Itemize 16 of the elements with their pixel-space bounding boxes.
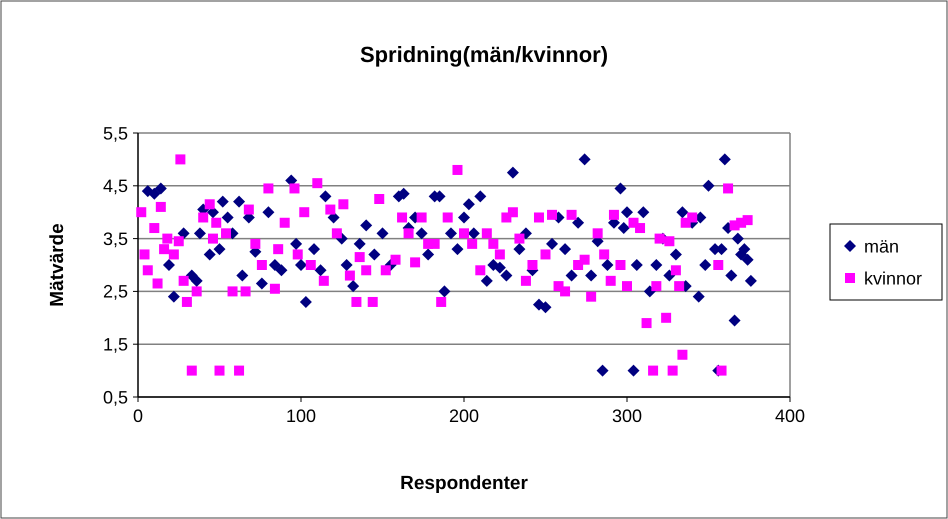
y-tick-label: 5,5: [102, 123, 128, 144]
legend-label: kvinnor: [864, 268, 922, 288]
y-tick-label: 1,5: [102, 334, 128, 354]
x-tick-label: 0: [132, 406, 144, 426]
y-tick-label: 4,5: [102, 176, 128, 196]
y-tick-label: 3,5: [102, 228, 128, 249]
x-axis-title: Respondenter: [400, 473, 528, 494]
x-tick-label: 200: [448, 406, 480, 426]
x-tick-label: 100: [286, 406, 316, 426]
chart-title: Spridning(män/kvinnor): [360, 42, 608, 67]
y-tick-label: 2,5: [102, 282, 128, 302]
x-tick-label: 400: [774, 406, 806, 426]
x-tick-label: 300: [612, 406, 642, 426]
y-tick-label: 0,5: [102, 387, 128, 408]
y-axis-title: Mätvärde: [47, 223, 68, 307]
legend-label: män: [864, 236, 900, 256]
